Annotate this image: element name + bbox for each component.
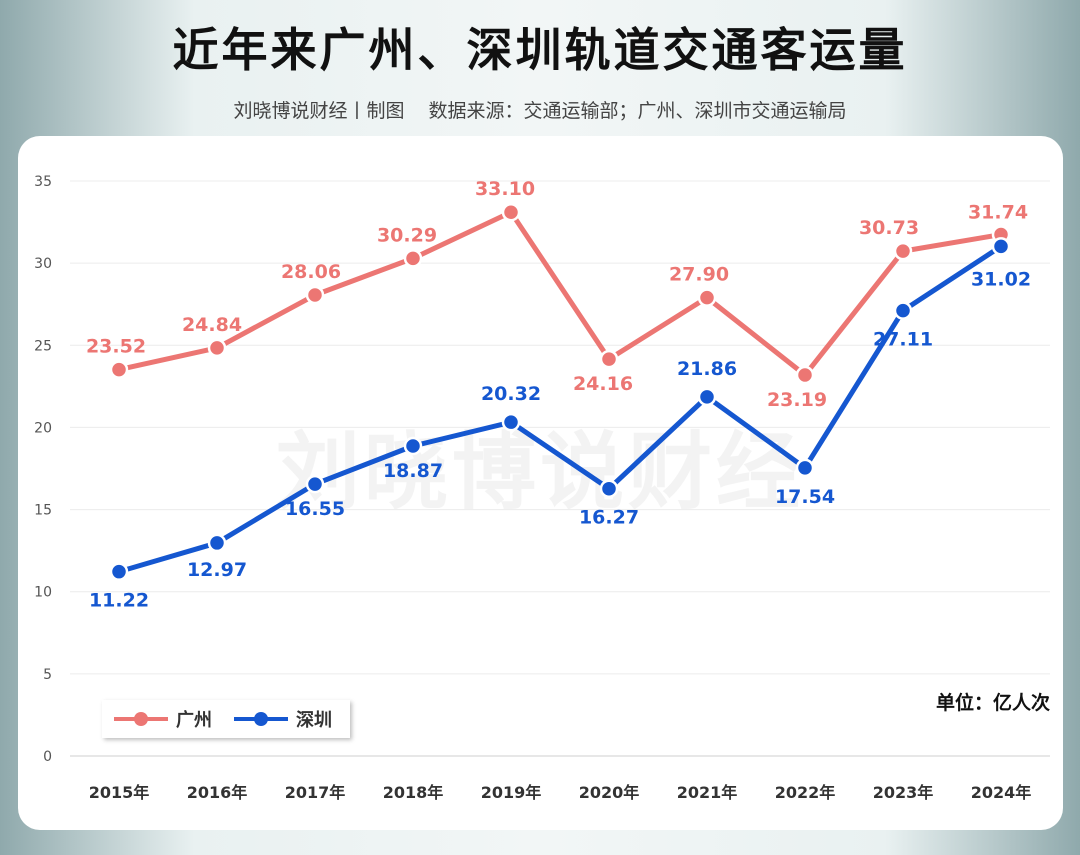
data-point-shenzhen <box>207 533 227 553</box>
data-label-shenzhen: 17.54 <box>775 486 835 508</box>
data-point-shenzhen <box>991 237 1011 256</box>
data-label-shenzhen: 27.11 <box>873 329 933 351</box>
y-tick-label-35: 35 <box>34 174 52 190</box>
data-label-shenzhen: 16.27 <box>579 507 639 529</box>
data-point-shenzhen <box>305 474 325 494</box>
unit-label: 单位：亿人次 <box>935 692 1050 714</box>
author-credit: 刘晓博说财经丨制图 <box>233 100 405 122</box>
x-tick-label: 2023年 <box>873 783 934 802</box>
data-label-guangzhou: 33.10 <box>475 178 535 200</box>
data-point-shenzhen <box>109 562 129 581</box>
data-point-shenzhen <box>403 436 423 456</box>
legend-item-shenzhen: 深圳 <box>234 706 332 732</box>
data-point-shenzhen <box>501 412 521 432</box>
x-tick-label: 2018年 <box>383 783 444 802</box>
data-label-guangzhou: 24.16 <box>573 373 633 395</box>
legend-label-shenzhen: 深圳 <box>296 710 332 731</box>
data-point-shenzhen <box>795 458 815 478</box>
x-tick-label: 2021年 <box>677 783 738 802</box>
data-point-guangzhou <box>305 285 325 305</box>
y-tick-label-20: 20 <box>34 420 52 436</box>
x-tick-label: 2019年 <box>481 783 542 802</box>
legend-marker-guangzhou <box>114 712 168 726</box>
y-tick-label-30: 30 <box>34 256 52 272</box>
y-tick-label-10: 10 <box>34 585 52 601</box>
legend-marker-shenzhen <box>234 712 288 726</box>
data-point-guangzhou <box>599 349 619 369</box>
data-point-guangzhou <box>501 202 521 222</box>
series-line-shenzhen <box>116 243 1004 575</box>
legend-item-guangzhou: 广州 <box>114 706 212 732</box>
x-tick-label: 2024年 <box>971 783 1032 802</box>
data-source: 数据来源：交通运输部；广州、深圳市交通运输局 <box>428 100 847 122</box>
data-label-guangzhou: 24.84 <box>182 314 242 336</box>
subtitle: 刘晓博说财经丨制图 数据来源：交通运输部；广州、深圳市交通运输局 <box>0 96 1080 123</box>
legend-label-guangzhou: 广州 <box>176 710 212 731</box>
data-label-guangzhou: 30.73 <box>859 217 919 239</box>
data-label-shenzhen: 16.55 <box>285 498 345 520</box>
data-label-shenzhen: 20.32 <box>481 383 541 405</box>
y-tick-label-25: 25 <box>34 338 52 354</box>
x-tick-label: 2016年 <box>187 783 248 802</box>
data-point-shenzhen <box>599 479 619 498</box>
x-tick-label: 2022年 <box>775 783 836 802</box>
x-tick-label: 2015年 <box>89 783 150 802</box>
y-tick-label-5: 5 <box>43 667 52 683</box>
data-point-guangzhou <box>697 288 717 307</box>
data-label-guangzhou: 23.52 <box>86 336 146 358</box>
data-label-guangzhou: 27.90 <box>669 264 729 286</box>
data-point-guangzhou <box>207 338 227 358</box>
data-label-shenzhen: 31.02 <box>971 268 1031 290</box>
data-point-shenzhen <box>697 387 717 407</box>
legend: 广州 深圳 <box>102 700 350 738</box>
x-tick-label: 2017年 <box>285 783 346 802</box>
data-label-guangzhou: 23.19 <box>767 389 827 411</box>
y-tick-label-15: 15 <box>34 503 52 519</box>
data-label-shenzhen: 11.22 <box>89 590 149 612</box>
data-label-guangzhou: 31.74 <box>968 202 1028 224</box>
x-tick-label: 2020年 <box>579 783 640 802</box>
series-line-guangzhou <box>116 209 1004 378</box>
data-label-guangzhou: 28.06 <box>281 261 341 283</box>
page-title: 近年来广州、深圳轨道交通客运量 <box>172 23 908 77</box>
data-label-shenzhen: 18.87 <box>383 460 443 482</box>
data-label-shenzhen: 12.97 <box>187 559 247 581</box>
data-point-guangzhou <box>403 249 423 268</box>
data-label-guangzhou: 30.29 <box>377 224 437 246</box>
data-label-shenzhen: 21.86 <box>677 358 737 380</box>
data-point-guangzhou <box>893 241 913 261</box>
data-point-shenzhen <box>893 301 913 320</box>
y-tick-label-0: 0 <box>43 749 52 765</box>
data-point-guangzhou <box>795 365 815 385</box>
data-point-guangzhou <box>109 360 129 379</box>
